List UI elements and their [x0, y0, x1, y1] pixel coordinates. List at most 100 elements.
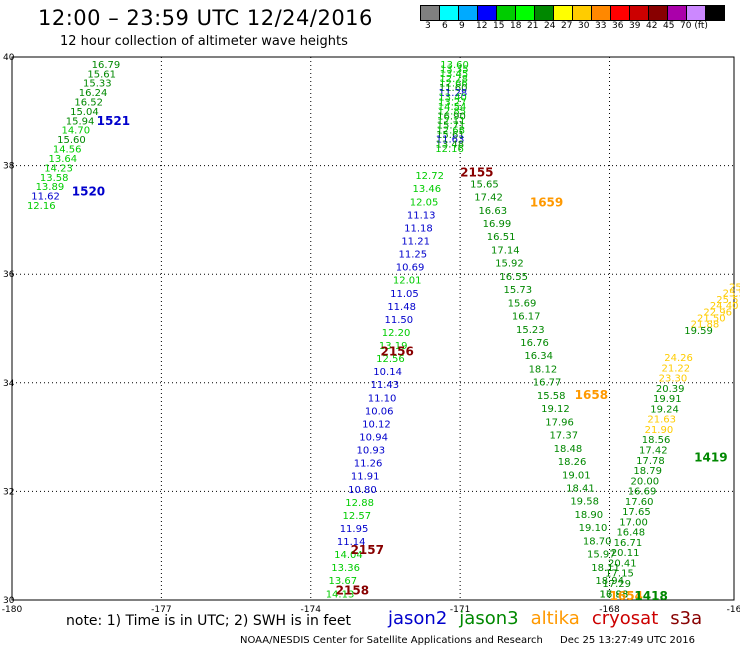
swh-value: 20.41: [608, 558, 637, 569]
swh-value: 13.60: [440, 60, 469, 71]
swh-value: 18.70: [583, 536, 612, 547]
legend-jason3: jason3: [459, 608, 519, 629]
footer-credit: NOAA/NESDIS Center for Satellite Applica…: [240, 635, 543, 646]
swh-value: 11.60: [439, 83, 468, 94]
swh-value: 15.33: [83, 79, 112, 90]
swh-value: 23.30: [659, 374, 688, 385]
swh-value: 12.57: [343, 511, 372, 522]
swh-value: 19.01: [562, 470, 591, 481]
x-tick-label: -180: [2, 605, 23, 615]
swh-value: 18.26: [558, 457, 587, 468]
swh-value: 14.54: [438, 102, 467, 113]
swh-value: 21.90: [645, 425, 674, 436]
swh-value: 16.24: [79, 88, 108, 99]
scale-label: 24: [544, 21, 556, 31]
y-tick-label: 36: [3, 270, 15, 280]
scale-label: 18: [510, 21, 522, 31]
swh-value: 16.55: [499, 272, 528, 283]
chart-subtitle: 12 hour collection of altimeter wave hei…: [60, 34, 348, 49]
x-tick-label: -171: [450, 605, 470, 615]
swh-value: 20.00: [631, 476, 660, 487]
swh-value: 11.50: [385, 315, 414, 326]
scale-label: 33: [595, 21, 607, 31]
swh-value: 11.28: [439, 88, 468, 99]
satellite-legend: jason2 jason3 altika cryosat s3a: [388, 608, 702, 629]
swh-value: 19.91: [653, 394, 682, 405]
swh-value: 13.46: [413, 184, 442, 195]
legend-s3a: s3a: [670, 608, 703, 629]
swh-value: 16.69: [628, 487, 657, 498]
legend-cryosat: cryosat: [591, 608, 659, 629]
swh-value: 14.70: [61, 126, 90, 137]
swh-value: 19.12: [541, 404, 570, 415]
swh-value: 10.69: [396, 263, 425, 274]
legend-jason2: jason2: [388, 608, 448, 629]
swh-value: 11.95: [340, 524, 369, 535]
swh-value: 11.62: [31, 192, 60, 203]
swh-value: 12.56: [376, 354, 405, 365]
time-label: 2155: [460, 165, 493, 179]
swh-value: 18.90: [575, 510, 604, 521]
swh-value: 10.12: [362, 419, 391, 430]
note-text: note: 1) Time is in UTC; 2) SWH is in fe…: [66, 613, 352, 629]
swh-value: 11.25: [399, 250, 428, 261]
swh-value: 15.94: [66, 116, 95, 127]
swh-value: 11.48: [387, 302, 416, 313]
swh-value: 20.39: [656, 384, 685, 395]
swh-value: 13.89: [36, 182, 65, 193]
swh-value: 15.60: [57, 135, 86, 146]
footer-timestamp: Dec 25 13:27:49 UTC 2016: [560, 635, 695, 646]
swh-value: 12.20: [382, 328, 411, 339]
scale-label: 36: [612, 21, 624, 31]
swh-value: 15.71: [437, 121, 466, 132]
swh-value: 13.45: [440, 69, 469, 80]
swh-value: 12.16: [435, 144, 464, 155]
swh-value: 10.06: [365, 406, 394, 417]
scale-label: 6: [442, 21, 448, 31]
swh-value: 13.35: [440, 65, 469, 76]
y-tick-label: 34: [3, 379, 15, 389]
swh-value: 17.00: [619, 517, 648, 528]
swh-value: 13.58: [40, 173, 69, 184]
swh-value: 16.90: [437, 111, 466, 122]
swh-value: 12.05: [410, 197, 439, 208]
swh-value: 13.19: [379, 341, 408, 352]
swh-value: 21.50: [697, 314, 726, 325]
swh-value: 17.37: [549, 431, 578, 442]
swh-value: 18.12: [529, 364, 558, 375]
swh-value: 17.14: [491, 245, 520, 256]
swh-value: 14.23: [44, 163, 73, 174]
swh-value: 15.65: [470, 179, 499, 190]
swh-value: 11.26: [354, 459, 383, 470]
x-tick-label: -16: [727, 605, 740, 615]
swh-value: 12.01: [393, 276, 422, 287]
swh-value: 14.56: [53, 145, 82, 156]
swh-value: 12.85: [437, 107, 466, 118]
swh-value: 17.96: [545, 417, 574, 428]
swh-value: 11.13: [407, 210, 436, 221]
scale-label: 39: [629, 21, 641, 31]
swh-value: 12.88: [345, 498, 374, 509]
y-tick-label: 32: [3, 487, 14, 497]
time-label: 2158: [336, 584, 369, 598]
swh-value: 16.48: [616, 528, 645, 539]
swh-value: 21.22: [661, 363, 690, 374]
swh-value: 16.63: [478, 206, 507, 217]
swh-value: 15.73: [504, 285, 533, 296]
scale-label: 42: [646, 21, 658, 31]
swh-value: 17.78: [636, 456, 665, 467]
y-tick-label: 40: [3, 53, 15, 63]
time-label: 1654: [610, 589, 643, 603]
swh-value: 24.26: [664, 353, 693, 364]
swh-value: 10.93: [357, 446, 386, 457]
legend-altika: altika: [530, 608, 580, 629]
swh-value: 15.04: [70, 107, 99, 118]
swh-value: 19.59: [684, 326, 713, 337]
swh-value: 11.18: [404, 223, 433, 234]
swh-value: 18.11: [591, 563, 620, 574]
swh-value: 25.5: [716, 295, 738, 306]
time-label: 1419: [694, 451, 727, 465]
scale-label: 12: [476, 21, 488, 31]
swh-value: 17.42: [474, 193, 503, 204]
y-tick-label: 30: [3, 596, 15, 606]
